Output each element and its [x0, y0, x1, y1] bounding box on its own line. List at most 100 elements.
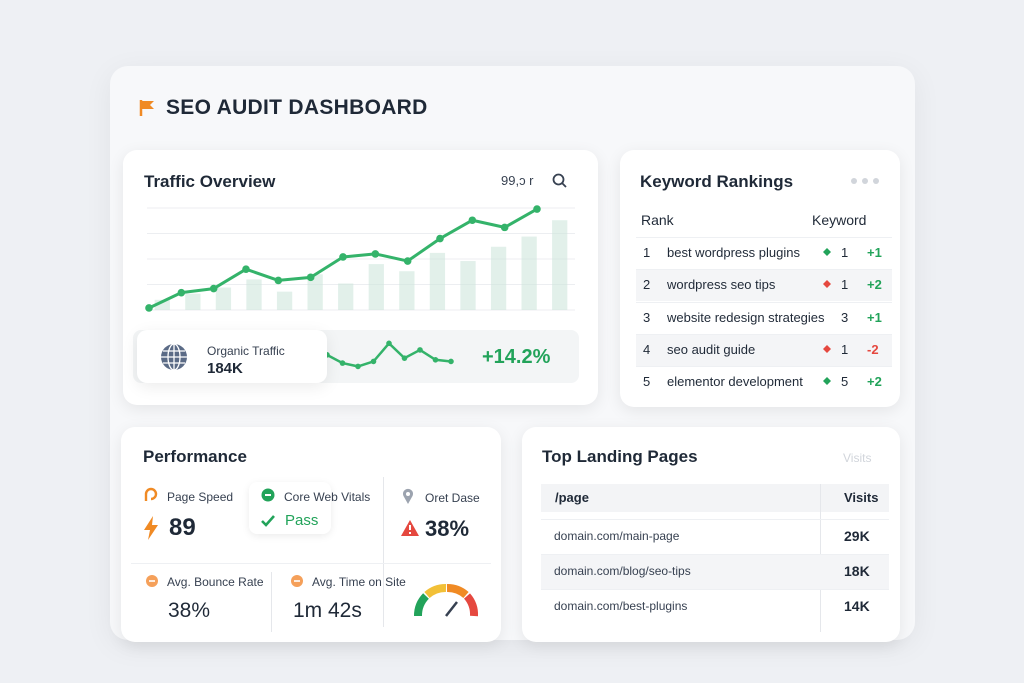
traffic-chart — [145, 205, 575, 370]
speed-icon — [144, 487, 158, 501]
line-point — [500, 223, 509, 232]
rank: 5 — [643, 374, 651, 390]
keyword: seo audit guide — [667, 341, 756, 357]
traffic-card: Traffic Overview 99,ɔ r Organic Traffic … — [123, 150, 598, 405]
line-point — [339, 253, 347, 261]
sparkline-point — [432, 357, 439, 363]
line-point — [145, 304, 153, 312]
range-label[interactable]: 99,ɔ r — [501, 173, 534, 188]
metric-label: Core Web Vitals — [284, 490, 371, 504]
keyword: best wordpress plugins — [667, 245, 800, 260]
search-icon[interactable] — [551, 172, 569, 190]
position: 1 — [841, 341, 849, 357]
sparkline-point — [417, 347, 423, 353]
bar — [399, 271, 415, 310]
check-icon — [261, 515, 275, 527]
row-bg — [636, 237, 892, 269]
more-icon[interactable] — [850, 177, 882, 185]
sparkline-point — [386, 340, 392, 347]
line-point — [533, 205, 541, 213]
organic-value: 184K — [207, 360, 243, 377]
bar — [215, 287, 232, 310]
column-header: Keyword — [812, 212, 867, 228]
arrow-shape — [823, 248, 831, 256]
card-title: Top Landing Pages — [542, 447, 698, 466]
table-header-bg — [541, 484, 889, 512]
bolt-icon — [144, 516, 158, 540]
faded-label: Visits — [843, 451, 872, 465]
sparkline — [326, 341, 452, 368]
sparkline-point — [401, 355, 408, 361]
sparkline-point — [448, 358, 454, 365]
bar — [368, 264, 384, 310]
sparkline-point — [370, 358, 377, 365]
divider — [131, 563, 491, 564]
card-title: Performance — [143, 447, 247, 466]
page-url[interactable]: domain.com/main-page — [554, 529, 680, 543]
column-header: Visits — [844, 490, 879, 505]
position: 3 — [841, 309, 849, 325]
card-title: Keyword Rankings — [640, 172, 794, 191]
keyword: website redesign strategies — [667, 309, 825, 325]
page-url[interactable]: domain.com/blog/seo-tips — [554, 564, 691, 578]
traffic-change: +14.2% — [482, 346, 551, 368]
line-point — [274, 276, 283, 285]
row-bg — [541, 554, 889, 589]
column-header: Rank — [641, 212, 674, 228]
bar — [521, 236, 537, 310]
bar — [246, 279, 262, 310]
bar — [552, 220, 568, 310]
page-url[interactable]: domain.com/best-plugins — [554, 599, 688, 613]
rank: 4 — [643, 341, 651, 357]
row-bg — [541, 519, 889, 554]
row-bg — [636, 301, 892, 334]
column-header: /page — [555, 490, 589, 505]
change: +1 — [867, 309, 882, 325]
vitals-chip — [249, 482, 331, 534]
bar — [460, 261, 476, 310]
metric-value: 1m 42s — [293, 599, 362, 622]
line-point — [468, 216, 477, 225]
metric-label: Avg. Bounce Rate — [167, 575, 264, 589]
metric-label: Oret Dase — [425, 491, 480, 505]
bar — [338, 283, 354, 310]
line-point — [436, 234, 444, 243]
pin-icon — [403, 488, 413, 504]
performance-card: Performance Page Speed 89 Core Web Vital… — [121, 427, 501, 642]
flag-icon — [139, 100, 154, 116]
dashboard-title: SEO AUDIT DASHBOARD — [166, 96, 428, 119]
keyword: wordpress seo tips — [667, 277, 776, 293]
metric-value: 89 — [169, 514, 196, 541]
bar — [307, 274, 323, 310]
organic-label: Organic Traffic — [207, 344, 285, 358]
trend-arrow — [823, 377, 831, 386]
vitals-icon — [261, 488, 275, 502]
rank: 2 — [643, 277, 651, 293]
change: +2 — [867, 374, 882, 390]
visits: 29K — [844, 528, 870, 544]
visits: 18K — [844, 563, 870, 579]
row-bg — [636, 366, 892, 399]
gauge — [414, 584, 478, 617]
globe-icon — [161, 343, 187, 371]
bar — [429, 252, 446, 310]
change: +2 — [867, 277, 882, 293]
row-bg — [636, 269, 892, 302]
landing-card: Top Landing Pages Visits /page Visits do… — [522, 427, 900, 642]
rank: 3 — [643, 309, 651, 325]
metric-label: Page Speed — [167, 490, 234, 504]
bar — [154, 299, 170, 310]
line-point — [306, 273, 315, 282]
time-icon — [291, 575, 303, 587]
metric-label: Avg. Time on Site — [312, 575, 406, 589]
visits: 14K — [844, 598, 870, 614]
change: +1 — [867, 245, 882, 260]
position: 5 — [841, 374, 849, 390]
position: 1 — [841, 245, 849, 260]
arrow-shape — [823, 377, 831, 386]
trend-arrow — [823, 280, 831, 289]
organic-card: Organic Traffic 184K — [137, 330, 327, 383]
card-title: Traffic Overview — [144, 172, 276, 191]
arrow-shape — [823, 280, 831, 289]
